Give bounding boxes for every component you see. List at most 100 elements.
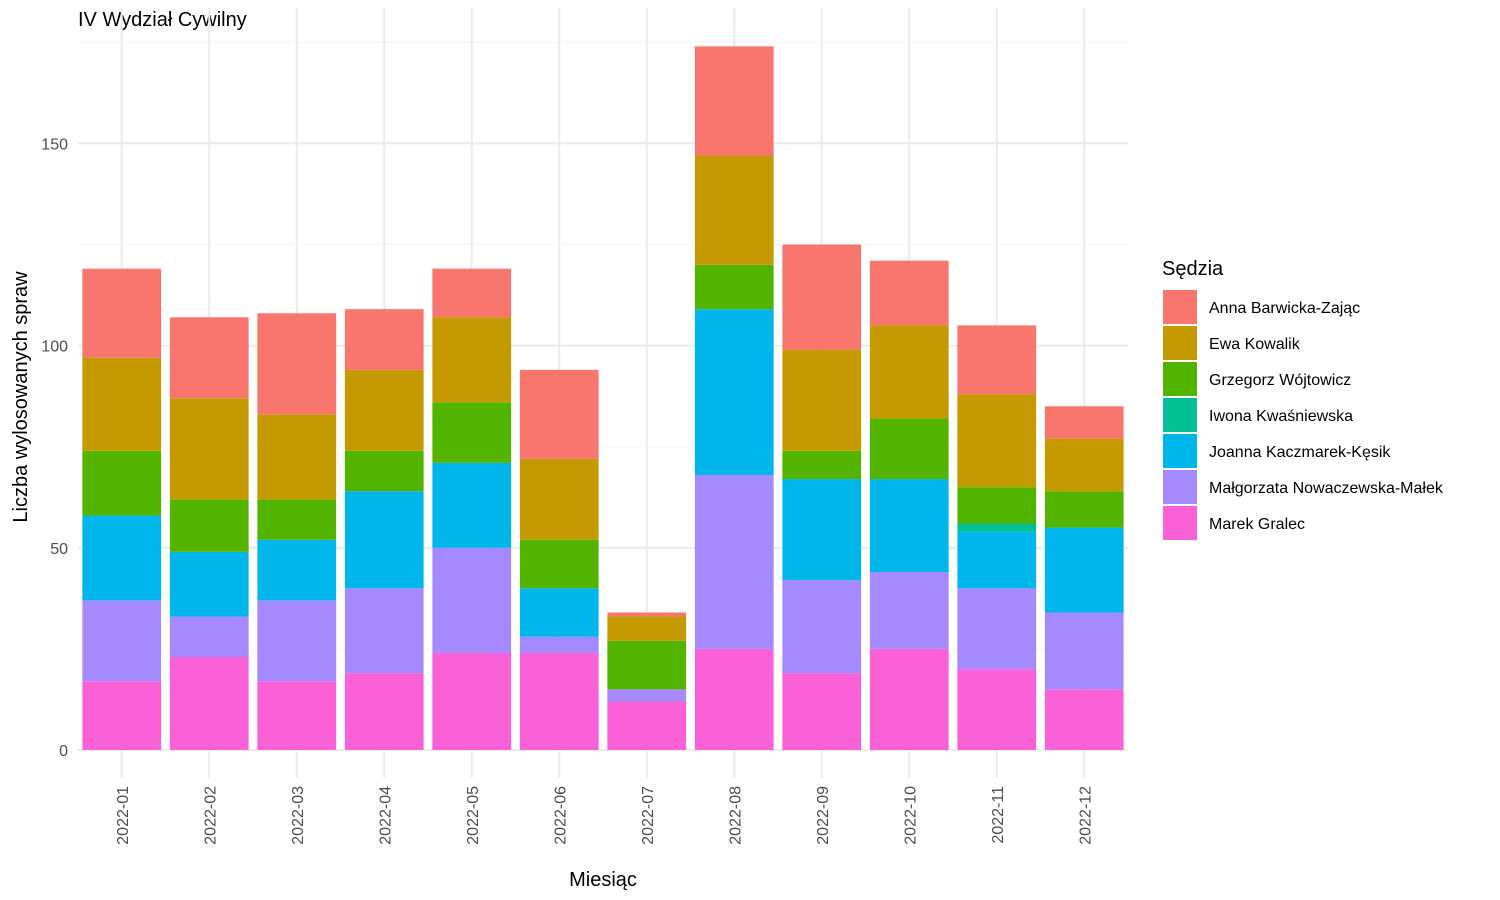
bar-segment bbox=[82, 450, 162, 516]
y-tick-label: 150 bbox=[41, 136, 68, 153]
bar-segment bbox=[782, 244, 862, 350]
bar-segment bbox=[519, 636, 599, 653]
bar-segment bbox=[169, 499, 249, 552]
bar-stack bbox=[694, 46, 774, 750]
bar-segment bbox=[1044, 527, 1124, 613]
bar-stack bbox=[1044, 406, 1124, 750]
bar-stack bbox=[957, 325, 1037, 750]
legend-key bbox=[1163, 470, 1197, 504]
x-tick-label: 2022-07 bbox=[640, 786, 657, 845]
bar-segment bbox=[869, 418, 949, 480]
bars bbox=[82, 46, 1124, 750]
bar-segment bbox=[519, 539, 599, 589]
bar-segment bbox=[869, 572, 949, 649]
chart-title: IV Wydział Cywilny bbox=[78, 9, 247, 31]
y-tick-label: 0 bbox=[59, 743, 68, 760]
bar-segment bbox=[519, 588, 599, 637]
legend-title: Sędzia bbox=[1162, 258, 1224, 280]
legend-key bbox=[1163, 398, 1197, 432]
bar-segment bbox=[432, 462, 512, 548]
bar-segment bbox=[607, 701, 687, 750]
bar-segment bbox=[607, 612, 687, 617]
bar-segment bbox=[344, 673, 424, 750]
bar-segment bbox=[257, 414, 337, 500]
bar-segment bbox=[694, 155, 774, 265]
bar-segment bbox=[1044, 612, 1124, 690]
bar-segment bbox=[607, 616, 687, 641]
legend-key bbox=[1163, 362, 1197, 396]
bar-segment bbox=[257, 600, 337, 682]
bar-segment bbox=[257, 313, 337, 415]
bar-segment bbox=[607, 640, 687, 690]
legend-key bbox=[1163, 506, 1197, 540]
bar-stack bbox=[519, 369, 599, 750]
bar-stack bbox=[782, 244, 862, 750]
bar-segment bbox=[782, 673, 862, 750]
legend-item: Anna Barwicka-Zając bbox=[1163, 290, 1360, 324]
bar-segment bbox=[169, 317, 249, 399]
y-tick-label: 50 bbox=[50, 541, 68, 558]
bar-stack bbox=[869, 260, 949, 750]
bar-segment bbox=[782, 349, 862, 451]
bar-segment bbox=[957, 588, 1037, 670]
bar-segment bbox=[344, 369, 424, 451]
legend-item: Marek Gralec bbox=[1163, 506, 1305, 540]
x-tick-label: 2022-08 bbox=[727, 786, 744, 845]
bar-segment bbox=[782, 450, 862, 480]
bar-segment bbox=[1044, 491, 1124, 528]
bar-segment bbox=[519, 369, 599, 459]
bar-segment bbox=[694, 46, 774, 156]
legend-key bbox=[1163, 434, 1197, 468]
bar-segment bbox=[257, 681, 337, 750]
bar-segment bbox=[957, 669, 1037, 750]
legend-label: Ewa Kowalik bbox=[1209, 336, 1301, 353]
bar-segment bbox=[432, 317, 512, 403]
bar-segment bbox=[1044, 438, 1124, 492]
legend-label: Iwona Kwaśniewska bbox=[1209, 408, 1353, 425]
bar-segment bbox=[869, 260, 949, 326]
x-tick-label: 2022-01 bbox=[115, 786, 132, 845]
x-axis-ticks: 2022-01 2022-02 2022-03 2022-04 2022-05 2022-… bbox=[115, 786, 1095, 845]
x-tick-label: 2022-03 bbox=[290, 786, 307, 845]
bar-segment bbox=[82, 515, 162, 601]
legend-item: Iwona Kwaśniewska bbox=[1163, 398, 1353, 432]
x-tick-label: 2022-11 bbox=[990, 786, 1007, 844]
y-axis-ticks: 0 50 100 150 bbox=[41, 136, 68, 760]
bar-segment bbox=[257, 539, 337, 601]
bar-segment bbox=[432, 547, 512, 653]
x-tick-label: 2022-12 bbox=[1077, 786, 1094, 845]
legend: Sędzia Anna Barwicka-Zając Ewa Kowalik Grz… bbox=[1162, 258, 1444, 540]
bar-segment bbox=[869, 648, 949, 750]
bar-segment bbox=[694, 309, 774, 476]
bar-segment bbox=[957, 394, 1037, 488]
legend-item: Małgorzata Nowaczewska-Małek bbox=[1163, 470, 1444, 504]
bar-segment bbox=[957, 487, 1037, 524]
bar-segment bbox=[782, 479, 862, 581]
bar-segment bbox=[957, 531, 1037, 589]
legend-label: Małgorzata Nowaczewska-Małek bbox=[1209, 480, 1444, 497]
bar-segment bbox=[519, 458, 599, 540]
bar-segment bbox=[957, 325, 1037, 395]
bar-segment bbox=[169, 551, 249, 617]
bar-segment bbox=[432, 652, 512, 750]
bar-segment bbox=[169, 616, 249, 657]
x-tick-label: 2022-09 bbox=[815, 786, 832, 845]
bar-stack bbox=[169, 317, 249, 750]
x-tick-label: 2022-02 bbox=[202, 786, 219, 845]
bar-segment bbox=[694, 475, 774, 649]
bar-segment bbox=[694, 264, 774, 310]
y-tick-label: 100 bbox=[41, 339, 68, 356]
legend-label: Joanna Kaczmarek-Kęsik bbox=[1209, 444, 1391, 461]
legend-item: Joanna Kaczmarek-Kęsik bbox=[1163, 434, 1391, 468]
legend-item: Grzegorz Wójtowicz bbox=[1163, 362, 1351, 396]
bar-segment bbox=[519, 652, 599, 750]
x-tick-label: 2022-06 bbox=[552, 786, 569, 845]
bar-segment bbox=[344, 309, 424, 370]
x-axis-title: Miesiąc bbox=[569, 869, 637, 891]
bar-segment bbox=[607, 689, 687, 702]
bar-segment bbox=[344, 491, 424, 589]
legend-item: Ewa Kowalik bbox=[1163, 326, 1301, 360]
bar-segment bbox=[169, 398, 249, 500]
bar-stack bbox=[257, 313, 337, 750]
